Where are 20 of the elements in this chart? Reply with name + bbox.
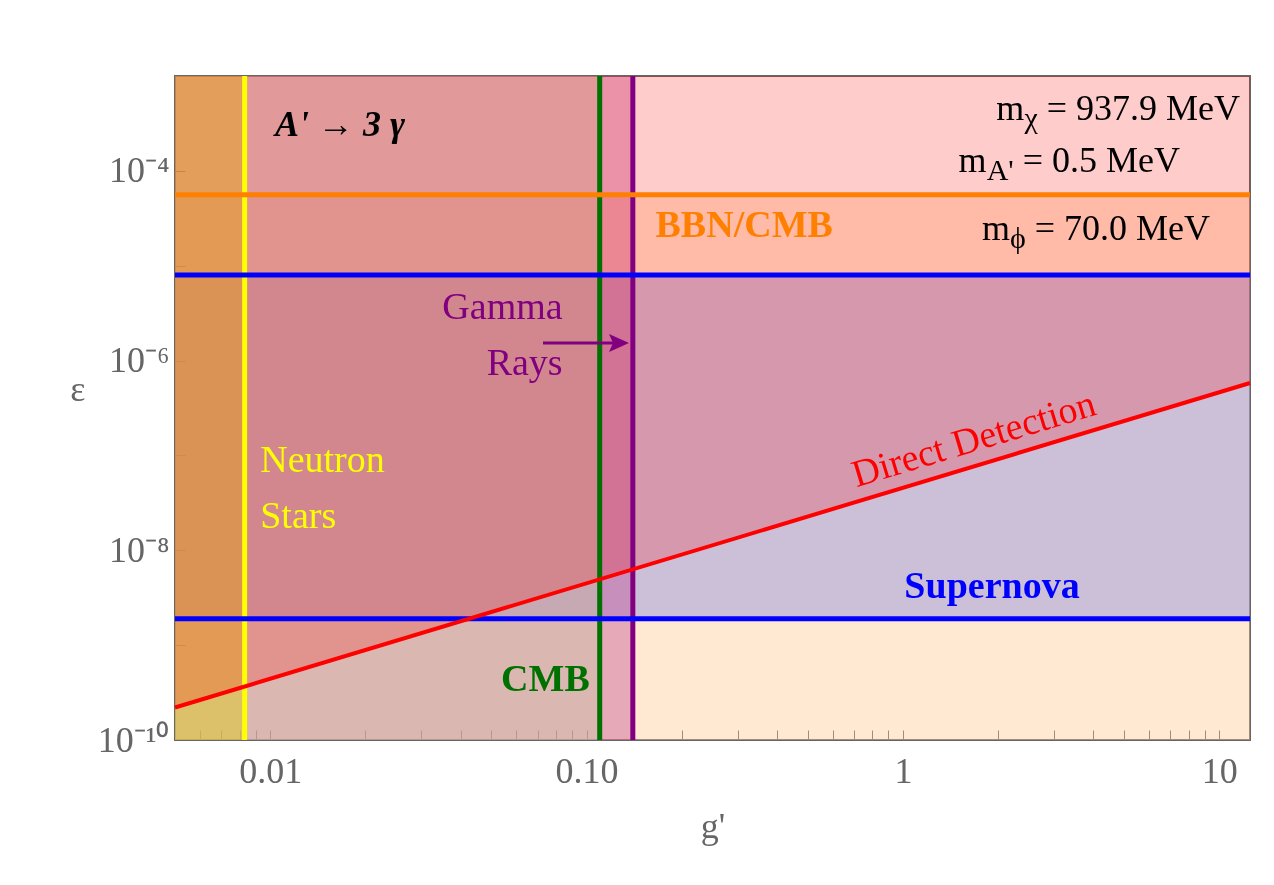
x-tick-label: 1 <box>894 750 913 791</box>
x-tick-label: 0.10 <box>555 750 619 791</box>
annotation: m$_{ϕ}$ = 70.0 MeV <box>981 208 1210 255</box>
annotation: m$_{A'}$ = 0.5 MeV <box>958 140 1180 187</box>
y-tick-label: 10⁻¹⁰ <box>97 719 170 760</box>
ref-line-label: CMB <box>501 657 590 700</box>
annotation: A' → 3 γ <box>275 104 405 144</box>
ref-line-label: Supernova <box>904 564 1080 607</box>
y-tick-label: 10⁻⁴ <box>108 150 170 191</box>
x-tick-label: 0.01 <box>239 750 303 791</box>
y-axis-title: ε <box>70 368 86 409</box>
ref-line-label: Gamma Rays <box>442 285 563 384</box>
ref-line-label: BBN/CMB <box>655 203 833 246</box>
y-tick-label: 10⁻⁶ <box>108 340 170 381</box>
ref-line-label: Neutron Stars <box>260 438 385 537</box>
text: Direct Detection <box>846 381 1101 495</box>
x-axis-title: g' <box>700 805 726 846</box>
annotation: m$_{χ}$ = 937.9 MeV <box>996 88 1240 135</box>
y-tick-label: 10⁻⁸ <box>108 529 170 570</box>
x-tick-label: 10 <box>1201 750 1238 791</box>
